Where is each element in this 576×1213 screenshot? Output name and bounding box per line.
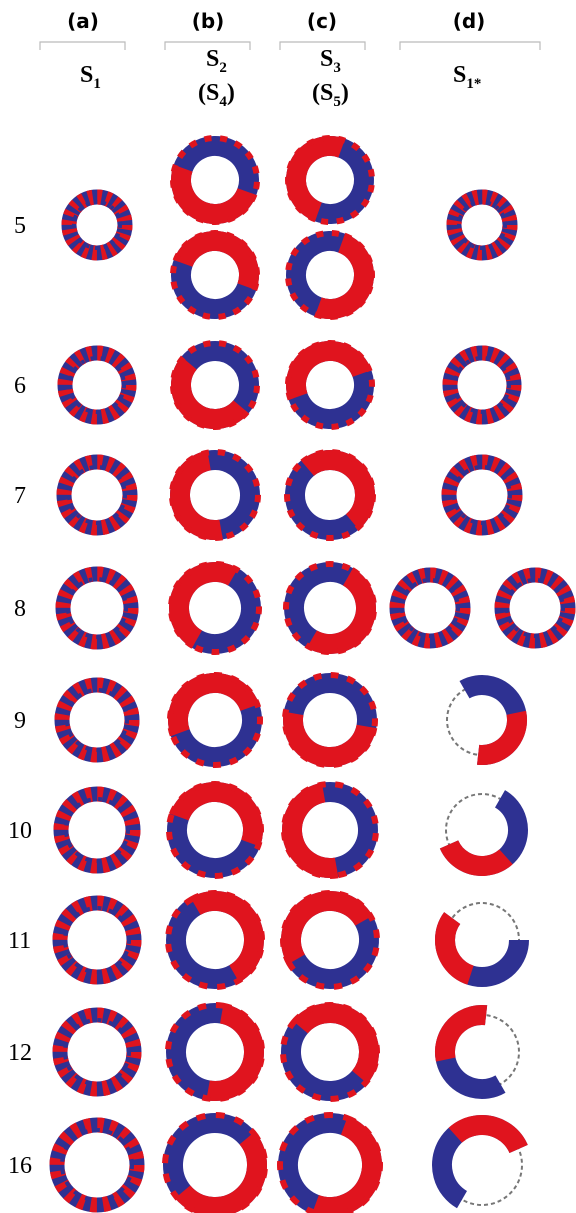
orbital-ring — [278, 668, 382, 772]
orbital-ring — [266, 1101, 394, 1213]
orbital-ring — [266, 876, 394, 1004]
orbital-ring — [157, 662, 272, 777]
row-label: 11 — [8, 928, 31, 954]
state-sub: 1* — [466, 76, 481, 92]
orbital-ring — [276, 331, 384, 439]
orbital-ring — [450, 353, 514, 417]
state-alt: (S5) — [312, 80, 349, 110]
orbital-ring — [161, 126, 269, 234]
state-label: S1 — [80, 62, 101, 92]
orbital-ring — [431, 1001, 532, 1102]
orbital-ring — [62, 685, 132, 755]
orbital-ring — [276, 221, 384, 329]
orbital-ring — [161, 998, 270, 1107]
row-label: 12 — [8, 1040, 32, 1066]
orbital-ring — [64, 462, 130, 528]
bracket — [40, 42, 125, 50]
alt-sub: 5 — [333, 94, 341, 110]
orbital-ring — [156, 326, 274, 444]
orbital-ring — [276, 126, 384, 234]
state-sub: 2 — [219, 60, 227, 76]
orbital-ring — [454, 197, 510, 253]
alt-close: ) — [227, 80, 235, 106]
column-letter: (d) — [453, 9, 486, 33]
row-label: 8 — [14, 596, 26, 622]
state-symbol: S — [80, 62, 93, 88]
orbital-ring — [427, 1110, 536, 1213]
row-label: 5 — [14, 213, 26, 239]
ring-lobes-red — [65, 353, 129, 417]
orbital-ring — [445, 903, 519, 977]
state-symbol: S — [453, 62, 466, 88]
state-symbol: S — [206, 46, 219, 72]
column-letter: (b) — [192, 9, 225, 33]
ring-lobes-red — [450, 353, 514, 417]
ring-lobes-red — [502, 575, 568, 641]
state-label: S2 — [206, 46, 227, 76]
state-symbol: S — [320, 46, 333, 72]
state-label: S3 — [320, 46, 341, 76]
state-label: S1* — [453, 62, 481, 92]
bracket — [400, 42, 540, 50]
ring-lobes-red — [64, 462, 130, 528]
orbital-ring — [61, 794, 133, 866]
figure: (a) (b) (c) (d) S1 S2 (S4) S3 (S5) S1* 5… — [0, 0, 576, 1213]
orbital-ring — [57, 1125, 137, 1205]
orbital-ring — [264, 986, 396, 1118]
ring-lobes-red — [63, 574, 131, 642]
orbital-ring — [145, 1095, 286, 1213]
ring-lobes-red — [60, 1015, 134, 1089]
orbital-ring — [270, 548, 390, 668]
orbital-ring — [502, 575, 568, 641]
state-sub: 3 — [333, 60, 341, 76]
alt-close: ) — [341, 80, 349, 106]
orbital-ring — [151, 876, 279, 1004]
ring-lobes-inner — [74, 202, 120, 248]
row-label: 10 — [8, 818, 32, 844]
orbital-ring — [63, 574, 131, 642]
ring-lobes-red — [57, 1125, 137, 1205]
column-letter: (c) — [307, 9, 337, 33]
ring-lobes-red — [69, 197, 125, 253]
orbital-ring — [397, 575, 463, 641]
row-label: 6 — [14, 373, 26, 399]
state-alt: (S4) — [198, 80, 235, 110]
column-letter: (a) — [67, 9, 99, 33]
ring-lobes-inner — [459, 202, 505, 248]
row-label: 9 — [14, 708, 26, 734]
orbital-ring — [434, 672, 530, 768]
orbital-ring — [155, 548, 275, 668]
state-sub: 1 — [93, 76, 101, 92]
row-label: 16 — [8, 1153, 32, 1179]
orbital-ring — [277, 777, 384, 884]
ring-lobes-red — [62, 685, 132, 755]
orbital-ring — [269, 434, 390, 555]
orbital-ring — [65, 353, 129, 417]
alt-open: (S — [198, 80, 219, 106]
row-label: 7 — [14, 483, 26, 509]
ring-lobes-red — [397, 575, 463, 641]
orbital-ring — [165, 445, 265, 545]
column-headers — [40, 42, 540, 50]
orbital-ring — [60, 903, 134, 977]
orbital-ring — [156, 771, 274, 889]
alt-open: (S — [312, 80, 333, 106]
orbital-ring — [60, 1015, 134, 1089]
ring-lobes-red — [61, 794, 133, 866]
orbital-ring — [161, 221, 269, 329]
orbital-ring — [433, 781, 531, 879]
ring-lobes-red — [449, 462, 515, 528]
orbital-ring — [69, 197, 125, 253]
ring-lobes-red — [454, 197, 510, 253]
ring-lobes-red — [60, 903, 134, 977]
orbital-ring — [449, 462, 515, 528]
